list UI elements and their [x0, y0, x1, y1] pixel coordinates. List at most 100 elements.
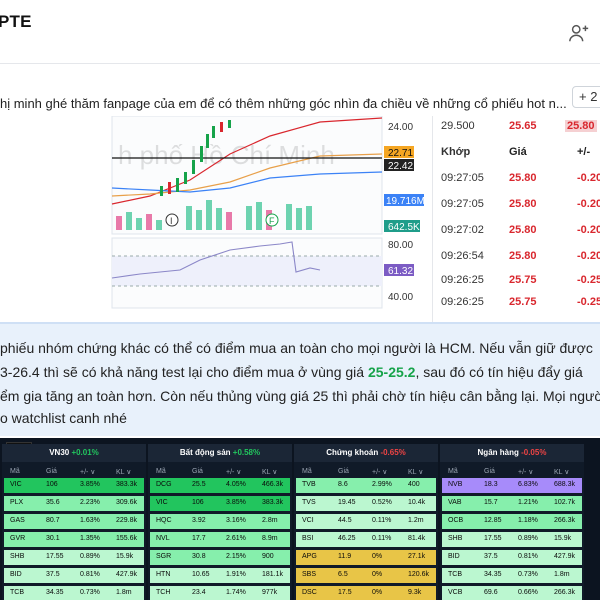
- sector-panel-header[interactable]: Ngân hàng -0.05%: [440, 444, 584, 462]
- stock-price: 23.4: [192, 589, 206, 596]
- post-text: phiếu nhóm chứng khác có thể có điểm mua…: [0, 322, 600, 436]
- stock-row[interactable]: BID 37.5 0.81% 427.9k: [442, 550, 582, 565]
- stock-price: 3.92: [192, 517, 206, 524]
- stock-code: OCB: [448, 517, 464, 524]
- stock-volume: 900: [262, 553, 274, 560]
- sector-panel[interactable]: Ngân hàng -0.05% Mã Giá +/- ∨ KL ∨ NVB 18.3 6.8…: [440, 444, 584, 600]
- column-header: Mã: [448, 468, 458, 475]
- ob-header-time: Khớp: [441, 146, 471, 158]
- ob-top-price: 29.500: [441, 120, 475, 132]
- add-user-icon[interactable]: [568, 22, 590, 44]
- stock-price: 37.5: [484, 553, 498, 560]
- stock-row[interactable]: VIC 106 3.85% 383.3k: [4, 478, 144, 493]
- stock-change: 2.23%: [80, 499, 100, 506]
- stock-row[interactable]: BSI 46.25 0.11% 81.4k: [296, 532, 436, 547]
- stock-row[interactable]: BID 37.5 0.81% 427.9k: [4, 568, 144, 583]
- stock-row[interactable]: SBS 6.5 0% 120.6k: [296, 568, 436, 583]
- ob-time: 09:27:05: [441, 198, 484, 210]
- stock-price: 37.5: [46, 571, 60, 578]
- column-header[interactable]: +/- ∨: [518, 469, 534, 476]
- stock-row[interactable]: TVB 8.6 2.99% 400: [296, 478, 436, 493]
- order-book-row: 09:26:54 25.80 -0.20: [433, 250, 600, 272]
- stock-row[interactable]: OCB 12.85 1.18% 266.3k: [442, 514, 582, 529]
- tag-ma1: 22.71: [388, 148, 413, 159]
- stock-row[interactable]: TCH 23.4 1.74% 977k: [150, 586, 290, 600]
- stock-price: 44.5: [338, 517, 352, 524]
- stock-row[interactable]: NVL 17.7 2.61% 8.9m: [150, 532, 290, 547]
- column-header[interactable]: +/- ∨: [80, 469, 96, 476]
- stock-row[interactable]: NVB 18.3 6.83% 688.3k: [442, 478, 582, 493]
- stock-change: 2.15%: [226, 553, 246, 560]
- stock-row[interactable]: HTN 10.65 1.91% 181.1k: [150, 568, 290, 583]
- stock-code: TCB: [448, 571, 462, 578]
- sector-panel[interactable]: Chứng khoán -0.65% Mã Giá +/- ∨ KL ∨ TVB 8.6 2.…: [294, 444, 438, 600]
- column-header: Giá: [484, 468, 495, 475]
- post-line-2-b: , sau đó có tín hiệu đẩy giá: [415, 364, 583, 380]
- stock-row[interactable]: VAB 15.7 1.21% 102.7k: [442, 496, 582, 511]
- page-title: PTE: [0, 12, 32, 31]
- stock-volume: 427.9k: [554, 553, 576, 560]
- stock-row[interactable]: HQC 3.92 3.16% 2.8m: [150, 514, 290, 529]
- stock-row[interactable]: TCB 34.35 0.73% 1.8m: [4, 586, 144, 600]
- stock-volume: 181.1k: [262, 571, 284, 578]
- stock-price: 17.55: [484, 535, 502, 542]
- column-header[interactable]: KL ∨: [408, 469, 424, 476]
- tag-volume: 642.5K: [388, 222, 420, 233]
- stock-row[interactable]: VCI 44.5 0.11% 1.2m: [296, 514, 436, 529]
- stock-row[interactable]: DSC 17.5 0% 9.3k: [296, 586, 436, 600]
- stock-price: 17.7: [192, 535, 206, 542]
- stock-change: 0%: [372, 571, 383, 578]
- stock-row[interactable]: TVS 19.45 0.52% 10.4k: [296, 496, 436, 511]
- plus-button[interactable]: + 2: [572, 86, 600, 108]
- marker-f: F: [269, 216, 275, 226]
- post-image[interactable]: h phố Hồ Chí Minh: [0, 116, 600, 322]
- stock-row[interactable]: SGR 30.8 2.15% 900: [150, 550, 290, 565]
- stock-volume: 383.3k: [262, 499, 284, 506]
- stock-code: TCB: [10, 589, 24, 596]
- stock-price: 25.5: [192, 481, 206, 488]
- sector-panel[interactable]: Bất động sản +0.58% Mã Giá +/- ∨ KL ∨ DCG 25.5…: [148, 444, 292, 600]
- order-book: 29.500 25.65 25.80 Khớp Giá +/- 09:27:05…: [432, 116, 600, 322]
- stock-row[interactable]: VIC 106 3.85% 383.3k: [150, 496, 290, 511]
- stock-row[interactable]: PLX 35.6 2.23% 309.6k: [4, 496, 144, 511]
- ob-chg: -0.20: [577, 198, 600, 210]
- stock-volume: 688.3k: [554, 481, 576, 488]
- column-header[interactable]: +/- ∨: [226, 469, 242, 476]
- share-message: hị minh ghé thăm fanpage của em để có th…: [0, 96, 567, 111]
- sector-panel-header[interactable]: Chứng khoán -0.65%: [294, 444, 438, 462]
- stock-row[interactable]: SHB 17.55 0.89% 15.9k: [442, 532, 582, 547]
- stock-code: VIC: [10, 481, 22, 488]
- order-book-row: 09:27:05 25.80 -0.20: [433, 198, 600, 220]
- column-header[interactable]: KL ∨: [262, 469, 278, 476]
- stock-row[interactable]: DCG 25.5 4.05% 466.3k: [150, 478, 290, 493]
- column-header[interactable]: KL ∨: [116, 469, 132, 476]
- tag-price: 22.42: [388, 161, 413, 172]
- sector-panel-header[interactable]: Bất động sản +0.58%: [148, 444, 292, 462]
- stock-row[interactable]: GVR 30.1 1.35% 155.6k: [4, 532, 144, 547]
- stock-change: 0.11%: [372, 517, 392, 524]
- stock-code: NVL: [156, 535, 170, 542]
- stock-row[interactable]: SHB 17.55 0.89% 15.9k: [4, 550, 144, 565]
- ob-chg: -0.25: [577, 296, 600, 308]
- sector-panel[interactable]: VN30 +0.01% Mã Giá +/- ∨ KL ∨ VIC 106 3.85% 383.…: [2, 444, 146, 600]
- stock-row[interactable]: GAS 80.7 1.63% 229.8k: [4, 514, 144, 529]
- stock-volume: 155.6k: [116, 535, 138, 542]
- stock-row[interactable]: APG 11.9 0% 27.1k: [296, 550, 436, 565]
- stock-change: 0.52%: [372, 499, 392, 506]
- stock-price: 106: [192, 499, 204, 506]
- sector-change: -0.05%: [521, 448, 547, 457]
- stock-change: 1.35%: [80, 535, 100, 542]
- stock-price: 19.45: [338, 499, 356, 506]
- stock-row[interactable]: TCB 34.35 0.73% 1.8m: [442, 568, 582, 583]
- sector-panel-header[interactable]: VN30 +0.01%: [2, 444, 146, 462]
- stock-code: HQC: [156, 517, 172, 524]
- order-book-top-row: 29.500 25.65 25.80: [433, 120, 600, 142]
- stock-change: 4.05%: [226, 481, 246, 488]
- column-header[interactable]: KL ∨: [554, 469, 570, 476]
- column-header[interactable]: +/- ∨: [372, 469, 388, 476]
- stock-row[interactable]: VCB 69.6 0.66% 266.3k: [442, 586, 582, 600]
- stock-price: 10.65: [192, 571, 210, 578]
- stock-code: DSC: [302, 589, 317, 596]
- stock-price: 35.6: [46, 499, 60, 506]
